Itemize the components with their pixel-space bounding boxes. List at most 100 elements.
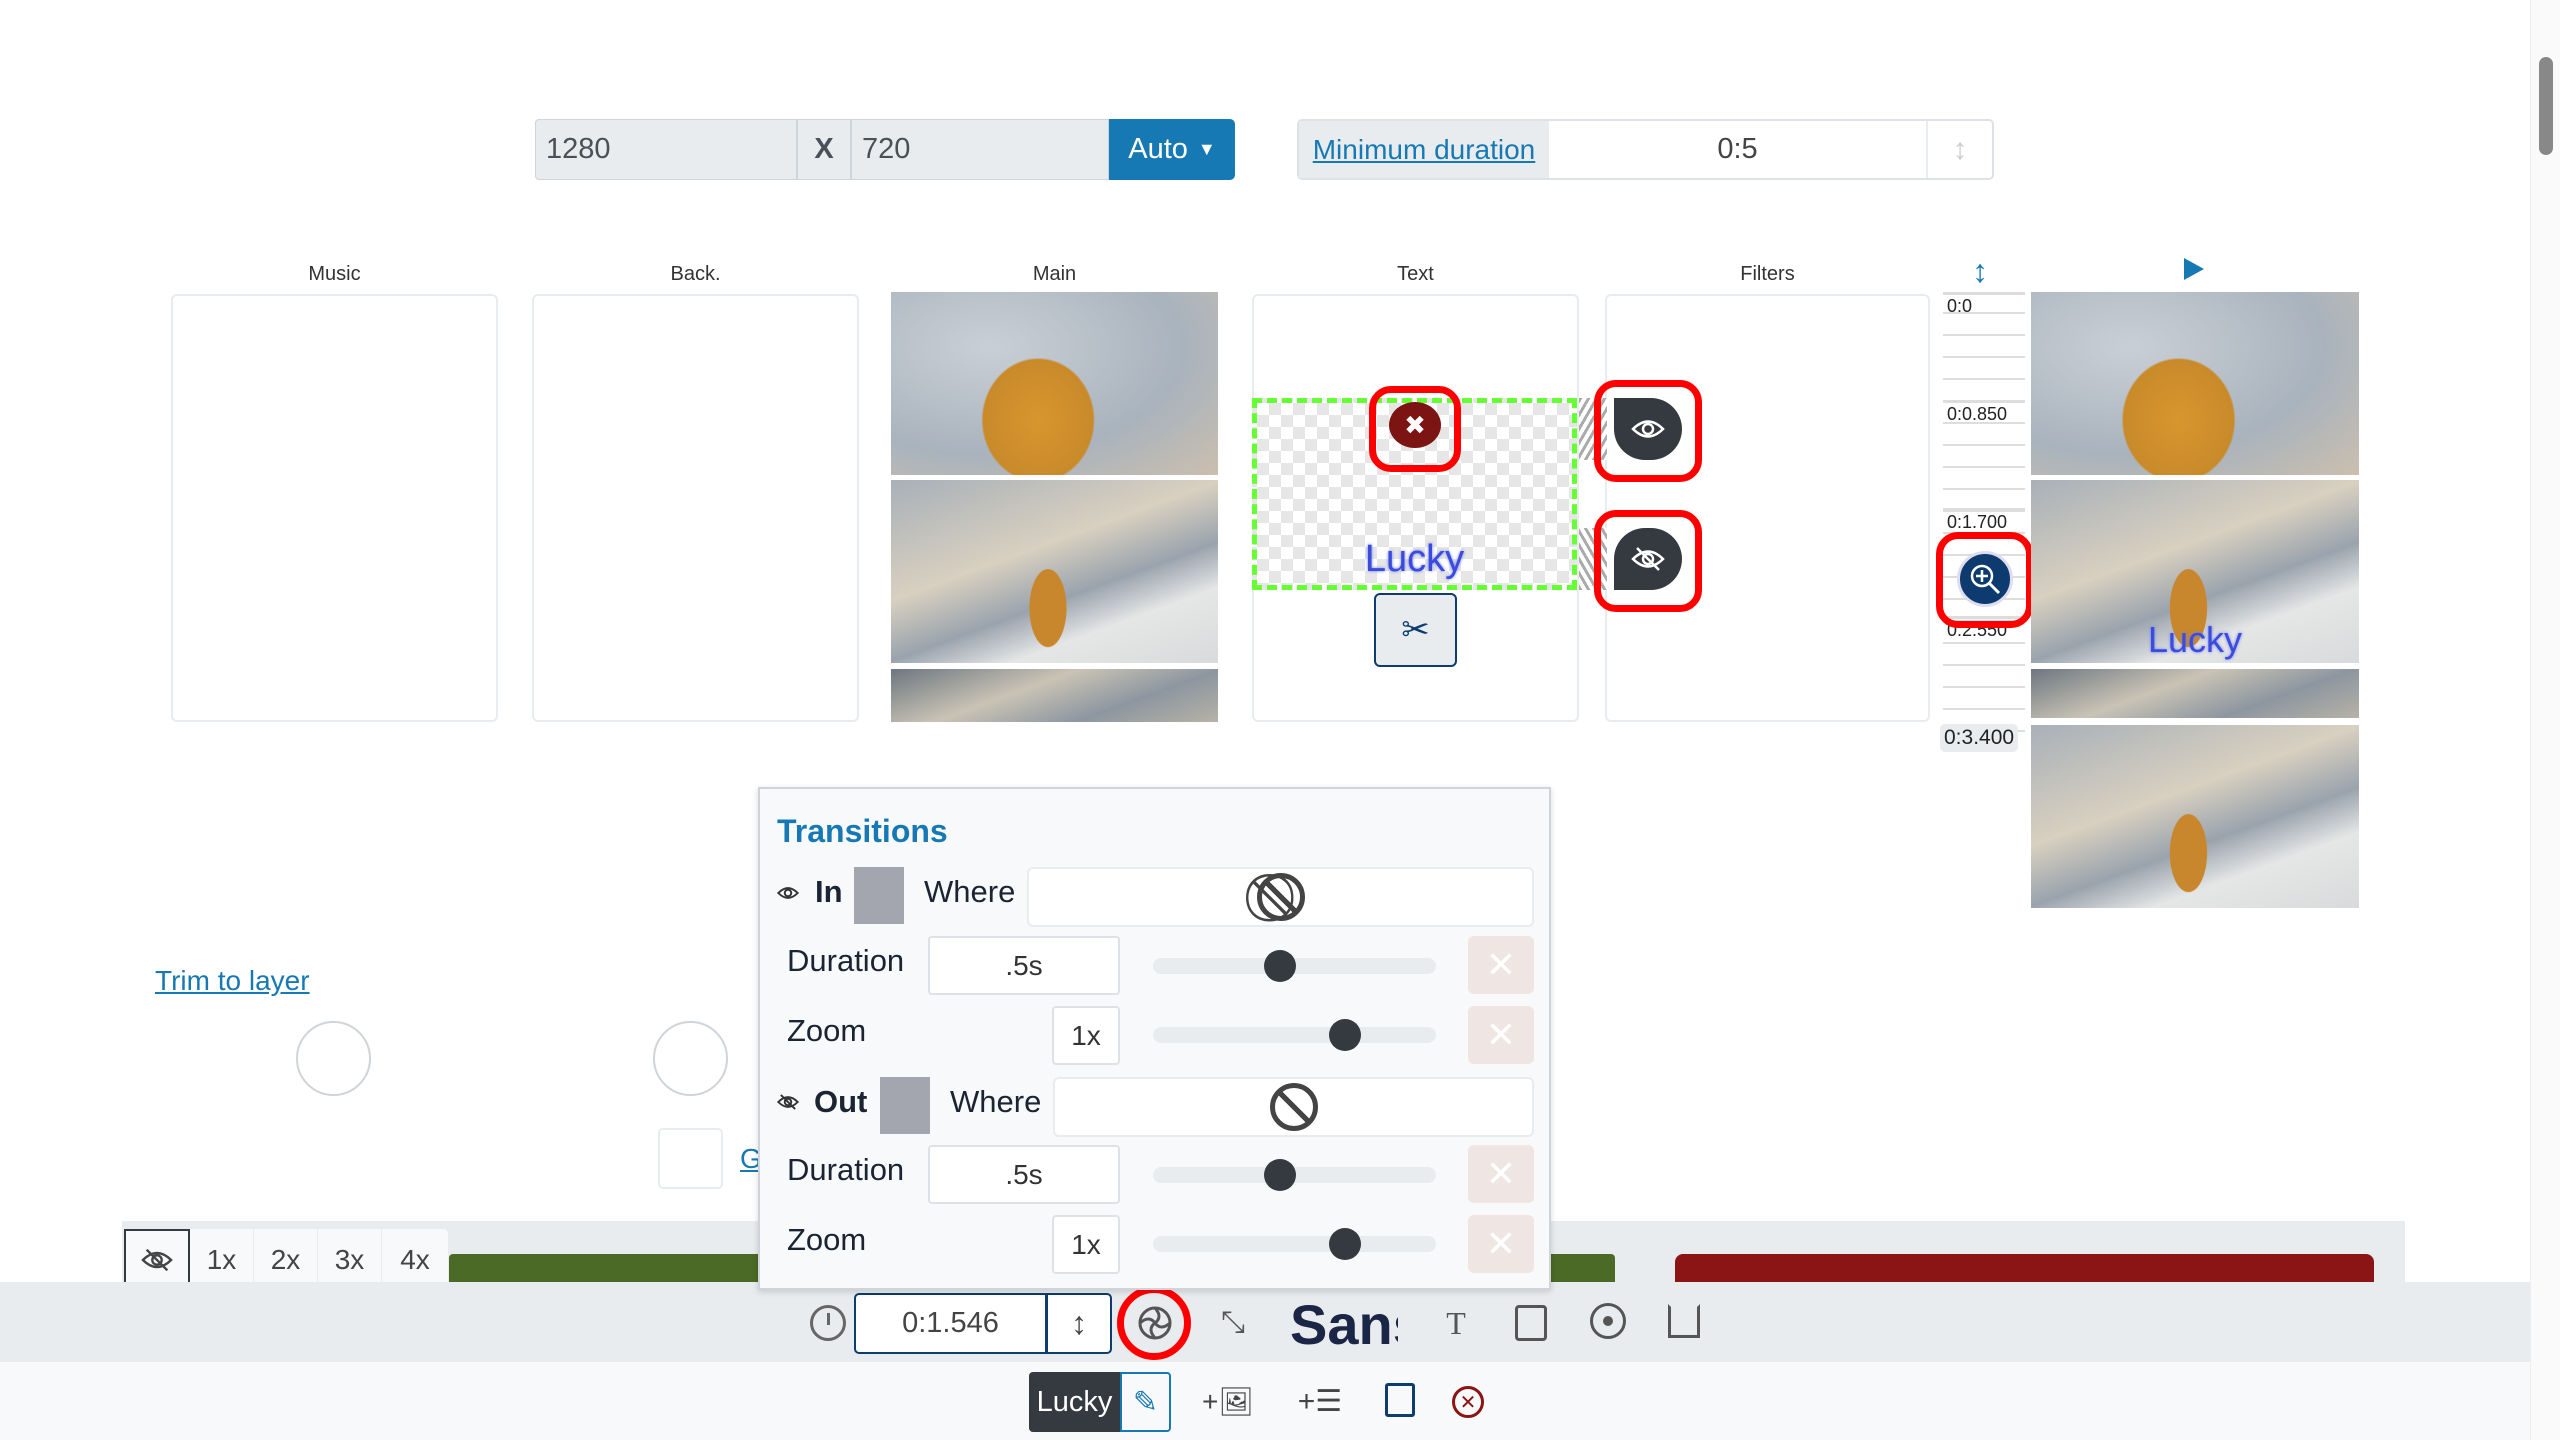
preview-overlay-text: Lucky: [2147, 619, 2243, 660]
in-duration-reset-button[interactable]: ✕: [1468, 936, 1534, 994]
auto-dropdown-button[interactable]: Auto ▼: [1109, 119, 1235, 180]
zoom-3x-button[interactable]: 3x: [318, 1229, 382, 1290]
preview-frame[interactable]: Lucky: [2031, 480, 2359, 663]
min-duration-group: Minimum duration 0:5 ↕: [1297, 119, 1994, 180]
highlight-ring: [1594, 510, 1702, 612]
ruler-tick-label: 0:1.700: [1947, 512, 2008, 532]
back-column[interactable]: [532, 294, 859, 722]
hatch: [1579, 528, 1607, 590]
auto-label: Auto: [1128, 133, 1188, 165]
cut-button[interactable]: ✂: [1374, 593, 1457, 667]
trim-to-layer-link[interactable]: Trim to layer: [155, 965, 310, 996]
out-where-select[interactable]: [1053, 1077, 1534, 1137]
in-zoom-reset-button[interactable]: ✕: [1468, 1006, 1534, 1064]
add-text-button[interactable]: +☰: [1297, 1384, 1343, 1418]
main-clip-thumbnail[interactable]: [891, 480, 1218, 663]
filters-column[interactable]: [1605, 294, 1930, 722]
in-label: In: [815, 874, 843, 909]
slider-thumb[interactable]: [1264, 950, 1297, 982]
timeline-ruler[interactable]: [1943, 292, 2025, 732]
text-style-icon[interactable]: T: [1446, 1304, 1466, 1341]
out-color-swatch[interactable]: [880, 1077, 930, 1134]
in-duration-input[interactable]: .5s: [928, 936, 1120, 995]
clock-icon: [810, 1305, 846, 1341]
target-icon[interactable]: [1590, 1303, 1626, 1339]
radio-option[interactable]: [653, 1021, 728, 1096]
highlight-ring: [1936, 532, 2033, 628]
out-duration-label: Duration: [787, 1152, 905, 1187]
column-label-back: Back.: [670, 263, 721, 285]
out-zoom-slider[interactable]: [1153, 1228, 1436, 1260]
min-duration-link[interactable]: Minimum duration: [1312, 133, 1536, 165]
radio-option[interactable]: [296, 1021, 371, 1096]
preview-frame[interactable]: [2031, 725, 2359, 908]
duplicate-icon[interactable]: [1385, 1383, 1415, 1417]
in-zoom-input[interactable]: 1x: [1052, 1006, 1120, 1065]
eye-icon[interactable]: [777, 885, 799, 901]
crop-icon[interactable]: [1668, 1304, 1700, 1338]
ruler-tick-label: 0:0: [1947, 296, 1973, 316]
slider-thumb[interactable]: [1264, 1159, 1297, 1191]
out-zoom-reset-button[interactable]: ✕: [1468, 1215, 1534, 1273]
shape-button[interactable]: [1515, 1305, 1547, 1341]
edit-layer-button[interactable]: ✎: [1120, 1372, 1171, 1432]
column-label-filters: Filters: [1740, 263, 1795, 285]
eye-slash-icon: [141, 1248, 173, 1271]
height-input[interactable]: 720: [851, 119, 1109, 180]
hide-toggle-button[interactable]: [124, 1229, 190, 1290]
zoom-in-button[interactable]: [1957, 551, 2013, 607]
edit-icon: ✎: [1132, 1385, 1159, 1419]
eye-slash-icon[interactable]: [777, 1093, 799, 1111]
in-where-select[interactable]: ⃠: [1027, 867, 1534, 927]
time-stepper-button[interactable]: ↕: [1046, 1293, 1112, 1354]
main-clip-thumbnail[interactable]: [891, 669, 1218, 722]
highlight-ring: [1369, 386, 1461, 472]
g-link[interactable]: G: [740, 1143, 762, 1174]
font-preview-button[interactable]: Sans: [1290, 1293, 1398, 1356]
preview-frame[interactable]: [2031, 669, 2359, 718]
highlight-ring: [1594, 380, 1702, 482]
in-color-swatch[interactable]: [854, 867, 904, 924]
scrollbar-thumb[interactable]: [2539, 57, 2553, 155]
play-icon[interactable]: [2184, 258, 2204, 280]
slider-thumb[interactable]: [1329, 1019, 1362, 1051]
out-duration-reset-button[interactable]: ✕: [1468, 1145, 1534, 1203]
bottom-toolbar: [0, 1282, 2530, 1362]
time-input[interactable]: 0:1.546: [854, 1293, 1047, 1354]
add-image-button[interactable]: +🖼: [1202, 1385, 1254, 1417]
out-label: Out: [814, 1084, 868, 1119]
compress-icon[interactable]: ⤡: [1221, 1306, 1245, 1339]
delete-layer-button[interactable]: ✕: [1452, 1386, 1484, 1418]
magnifier-plus-icon: [1970, 564, 2001, 595]
min-duration-input[interactable]: 0:5: [1549, 121, 1928, 178]
filter-hidden-button[interactable]: [1614, 528, 1682, 590]
column-label-music: Music: [308, 263, 361, 285]
main-clip-thumbnail[interactable]: [891, 292, 1218, 475]
ruler-end-label: 0:3.400: [1940, 724, 2019, 752]
in-duration-slider[interactable]: [1153, 950, 1436, 982]
out-zoom-input[interactable]: 1x: [1052, 1215, 1120, 1274]
slider-thumb[interactable]: [1329, 1228, 1362, 1260]
in-zoom-slider[interactable]: [1153, 1019, 1436, 1051]
ruler-resize-icon[interactable]: ↕: [1972, 253, 1988, 289]
size-separator: X: [797, 119, 851, 180]
column-label-main: Main: [1032, 263, 1077, 285]
eye-icon: [1631, 420, 1665, 438]
checkbox[interactable]: [658, 1128, 723, 1189]
unpin-button[interactable]: ✖: [1389, 402, 1441, 448]
zoom-2x-button[interactable]: 2x: [254, 1229, 318, 1290]
out-duration-slider[interactable]: [1153, 1159, 1436, 1191]
zoom-1x-button[interactable]: 1x: [190, 1229, 254, 1290]
audio-track-bar[interactable]: [1675, 1254, 2374, 1282]
layer-name-button[interactable]: Lucky: [1029, 1372, 1120, 1432]
in-zoom-label: Zoom: [787, 1013, 867, 1048]
width-input[interactable]: 1280: [535, 119, 797, 180]
filter-visible-button[interactable]: [1614, 398, 1682, 460]
scissors-icon: ✂: [1401, 611, 1430, 649]
updown-arrow-icon[interactable]: ↕: [1952, 132, 1968, 166]
preview-frame[interactable]: [2031, 292, 2359, 475]
out-duration-input[interactable]: .5s: [928, 1145, 1120, 1204]
music-column[interactable]: [171, 294, 498, 722]
page-scrollbar[interactable]: [2530, 0, 2560, 1440]
zoom-4x-button[interactable]: 4x: [382, 1229, 449, 1290]
